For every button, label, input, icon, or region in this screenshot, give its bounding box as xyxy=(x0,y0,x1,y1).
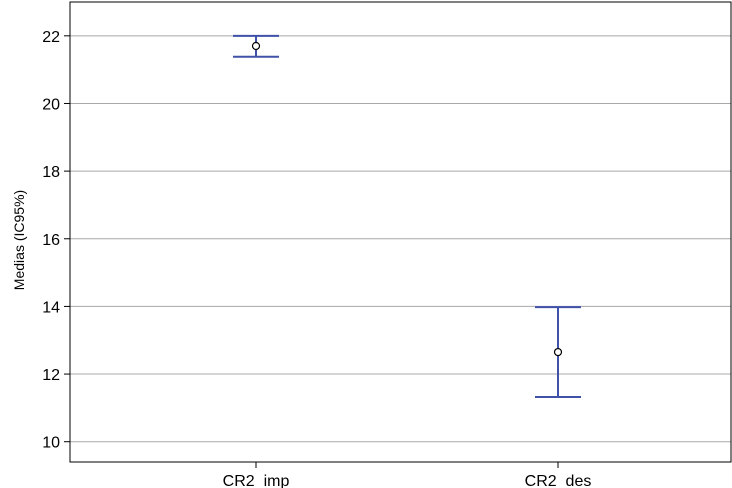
y-tick-label: 10 xyxy=(42,435,60,452)
x-tick-label: CR2_imp xyxy=(223,473,290,488)
error-bar-cr2-imp xyxy=(233,34,279,58)
mean-marker xyxy=(553,347,563,357)
y-tick-label: 18 xyxy=(42,164,60,181)
y-tick-label: 12 xyxy=(42,367,60,384)
y-tick-label: 22 xyxy=(42,29,60,46)
x-tick-label: CR2_des xyxy=(525,473,592,488)
gridlines xyxy=(70,35,731,443)
plot-frame xyxy=(69,1,732,463)
error-bar-cr2-des xyxy=(535,306,581,399)
y-tick-label: 14 xyxy=(42,299,60,316)
y-tick-label: 16 xyxy=(42,232,60,249)
y-axis-ticks: 10 12 14 16 18 20 22 xyxy=(42,29,70,452)
mean-marker xyxy=(251,41,261,51)
error-bars xyxy=(233,34,581,399)
y-tick-label: 20 xyxy=(42,96,60,113)
x-axis-ticks: CR2_imp CR2_des xyxy=(223,462,592,488)
y-axis-label: Medias (IC95%) xyxy=(11,190,27,290)
